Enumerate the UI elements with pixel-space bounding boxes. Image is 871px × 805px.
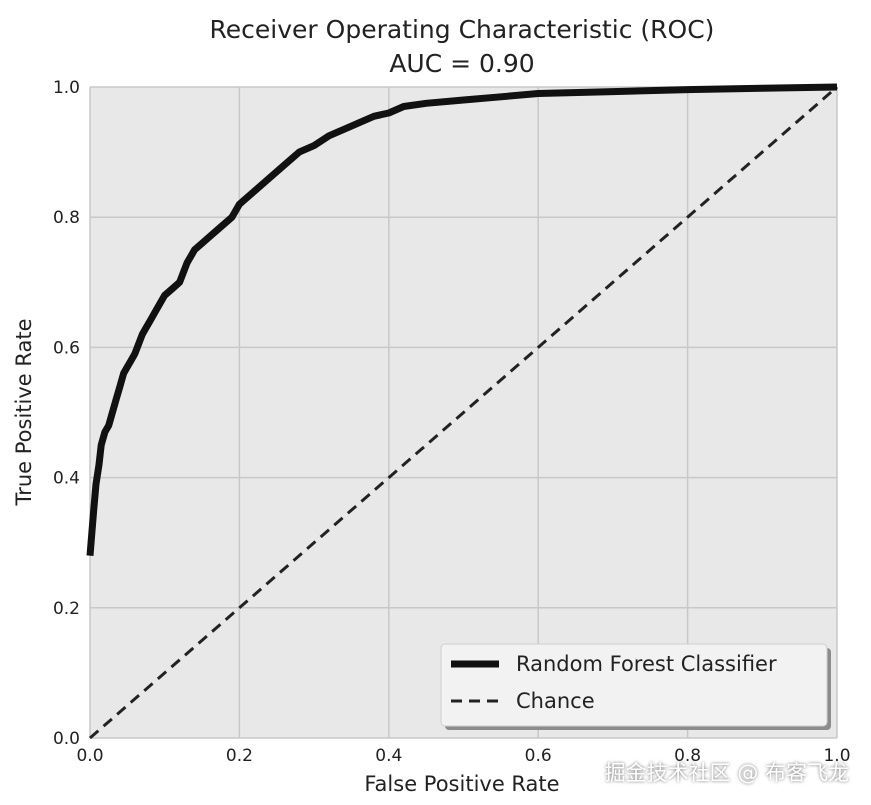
y-tick-label: 0.6 bbox=[53, 338, 80, 358]
watermark: 掘金技术社区 @ 布客飞龙 bbox=[604, 761, 849, 785]
legend-label: Random Forest Classifier bbox=[516, 652, 777, 676]
y-axis-label: True Positive Rate bbox=[12, 318, 36, 506]
x-tick-label: 0.0 bbox=[76, 746, 103, 766]
legend-box bbox=[440, 643, 828, 727]
tick-labels: 0.0 0.2 0.4 0.6 0.8 1.0 0.0 0.2 0.4 0.6 0.8 1.0 bbox=[53, 78, 851, 766]
y-tick-label: 1.0 bbox=[53, 78, 80, 98]
x-tick-label: 0.4 bbox=[375, 746, 402, 766]
x-axis-label: False Positive Rate bbox=[364, 772, 559, 796]
legend: Random Forest Classifier Chance bbox=[440, 643, 831, 730]
x-tick-label: 0.8 bbox=[674, 746, 701, 766]
x-tick-label: 0.2 bbox=[226, 746, 253, 766]
chart-title: Receiver Operating Characteristic (ROC) bbox=[210, 15, 715, 44]
chart-subtitle: AUC = 0.90 bbox=[389, 49, 534, 78]
y-tick-label: 0.2 bbox=[53, 599, 80, 619]
y-tick-label: 0.0 bbox=[53, 729, 80, 749]
series-lines bbox=[86, 83, 838, 740]
legend-label: Chance bbox=[516, 689, 595, 713]
grid-lines bbox=[89, 86, 838, 739]
x-tick-label: 0.6 bbox=[525, 746, 552, 766]
y-tick-label: 0.8 bbox=[53, 208, 80, 228]
y-tick-label: 0.4 bbox=[53, 469, 80, 489]
x-tick-label: 1.0 bbox=[823, 746, 850, 766]
roc-curve bbox=[86, 83, 838, 556]
chance-line bbox=[89, 85, 838, 740]
